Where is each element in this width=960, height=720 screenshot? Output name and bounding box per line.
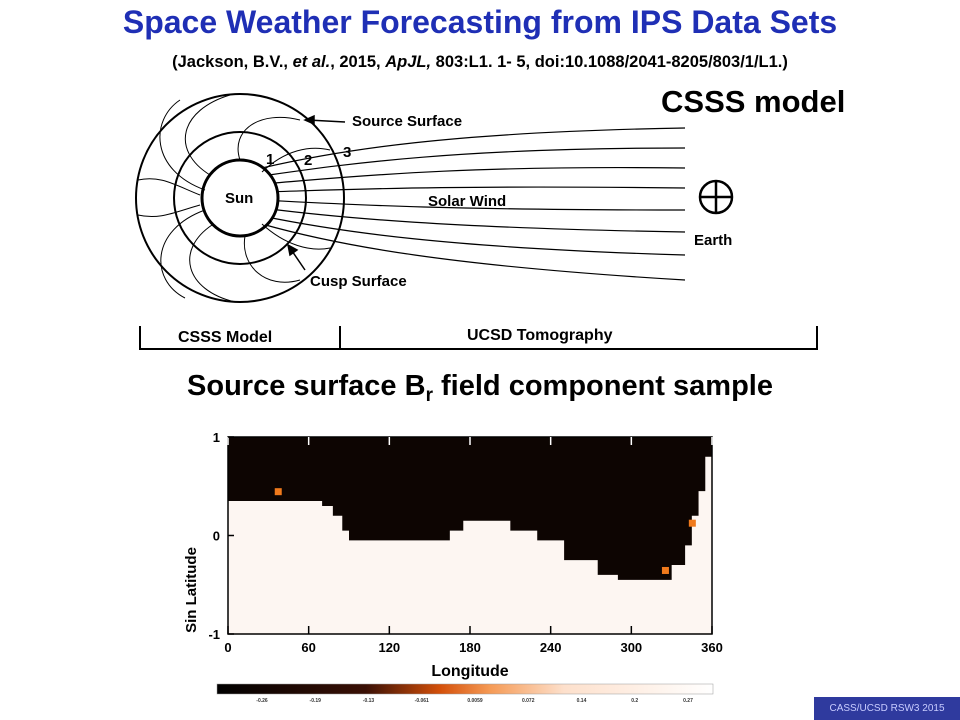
section-heading: Source surface Br field component sample [0,370,960,407]
cusp-surface-circle [173,131,307,265]
y-axis-label: Sin Latitude [183,547,200,633]
cusp-surface-label: Cusp Surface [310,273,407,290]
slide-title: Space Weather Forecasting from IPS Data … [122,4,838,40]
region-1-label: 1 [266,151,274,168]
x-tick-label-5: 300 [620,640,642,655]
source-surface-circle [135,93,345,303]
y-tick-label-1: 0 [213,529,220,544]
colorbar-tick-label-4: 0.0059 [467,698,483,704]
x-tick-label-4: 240 [540,640,562,655]
colorbar-tick-label-3: -0.061 [415,698,429,704]
section-heading-rest: field component sample [432,370,773,402]
x-axis-label: Longitude [431,663,508,680]
region-3-label: 3 [343,144,351,161]
x-tick-label-1: 60 [301,640,315,655]
hot-pixel-0 [274,488,282,496]
y-tick-label-0: 1 [213,430,220,445]
earth-icon [698,179,734,215]
source-surface-label: Source Surface [352,113,462,130]
earth-label: Earth [694,232,732,249]
citation-mid: , 2015, [330,53,386,71]
citation-journal: ApJL, [385,53,432,71]
y-tick-label-2: -1 [208,627,220,642]
solar-wind-label: Solar Wind [428,193,506,210]
hot-pixel-1 [688,519,696,527]
axes: 0 60 120 180 240 300 360 1 0 -1 [208,430,722,655]
colorbar-tick-label-8: 0.27 [683,698,693,704]
csss-diagram: Source Surface Cusp Surface Solar Wind S… [135,93,818,350]
colorbar-tick-label-1: -0.19 [310,698,322,704]
plot-area [228,437,712,634]
x-tick-label-6: 360 [701,640,723,655]
citation: (Jackson, B.V., et al., 2015, ApJL, 803:… [0,53,960,72]
colorbar: -0.26 -0.19 -0.13 -0.061 0.0059 0.072 0.14 0.2 0… [216,683,714,704]
colorbar-tick-label-7: 0.2 [631,698,638,704]
negative-field-region [228,437,712,580]
colorbar-tick-label-5: 0.072 [522,698,535,704]
bracket-lines [139,326,818,350]
coronal-field-lines [137,94,331,303]
colorbar-tick-label-0: -0.26 [256,698,268,704]
br-field-heatmap: 0 60 120 180 240 300 360 1 0 -1 Sin Latitude Long… [183,430,723,704]
bracket-csss-label: CSSS Model [178,329,272,346]
region-2-label: 2 [304,152,312,169]
section-heading-sub: r [425,385,433,406]
colorbar-gradient [216,683,714,695]
x-tick-label-0: 0 [224,640,231,655]
label-arrows [286,114,346,271]
x-tick-label-2: 120 [378,640,400,655]
colorbar-tick-label-2: -0.13 [363,698,375,704]
hot-pixel-2 [661,566,669,574]
colorbar-tick-label-6: 0.14 [577,698,587,704]
citation-rest: 803:L1. 1- 5, doi:10.1088/2041-8205/803/… [431,53,788,71]
section-heading-main: Source surface B [187,370,426,402]
citation-open: (Jackson, B.V., [172,53,293,71]
x-tick-label-3: 180 [459,640,481,655]
sun-label: Sun [225,190,253,207]
model-label: CSSS model [661,84,846,119]
citation-etal: et al. [292,53,331,71]
footer-badge: CASS/UCSD RSW3 2015 [814,697,960,720]
bracket-tomography-label: UCSD Tomography [467,327,613,344]
